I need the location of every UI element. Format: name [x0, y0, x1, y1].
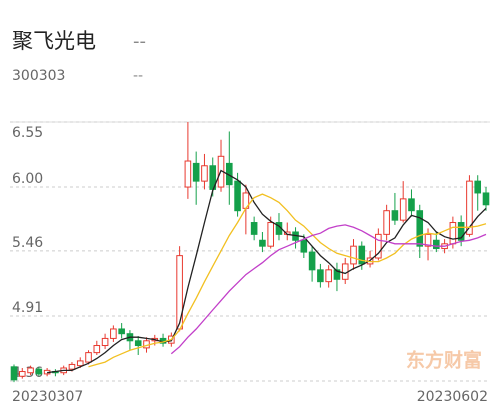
- watermark: 东方财富: [406, 349, 482, 372]
- y-tick-label: 6.55: [12, 125, 43, 141]
- stock-code: 300303: [12, 68, 65, 84]
- candle-body: [325, 269, 332, 283]
- candle-body: [101, 337, 109, 347]
- y-tick-label: 5.46: [12, 235, 43, 251]
- moving-average-line: [47, 169, 487, 374]
- stock-price: --: [133, 31, 146, 52]
- candle-body: [308, 251, 316, 271]
- candle-body: [433, 239, 440, 250]
- candle-body: [449, 222, 457, 245]
- candle-body: [482, 192, 490, 206]
- chart: 6.556.005.464.914.362023030720230602: [10, 121, 490, 405]
- candle-body: [250, 222, 258, 235]
- candle-body: [408, 198, 415, 212]
- candle-body: [201, 165, 208, 182]
- candle-body: [416, 210, 424, 247]
- candle-body: [317, 269, 324, 283]
- candle-body: [457, 222, 465, 241]
- candle-body: [134, 340, 142, 347]
- candle-body: [10, 366, 18, 381]
- candle-body: [391, 210, 399, 221]
- candle-body: [76, 360, 84, 367]
- x-tick-label: 20230602: [417, 389, 488, 405]
- candle-body: [358, 245, 366, 265]
- candle-body: [466, 180, 473, 235]
- candle-body: [333, 269, 341, 280]
- candle-body: [350, 245, 357, 265]
- candle-body: [18, 371, 26, 377]
- candle-body: [110, 328, 117, 339]
- candle-body: [68, 363, 76, 370]
- candle-body: [424, 233, 432, 247]
- candle-body: [93, 345, 101, 354]
- candle-body: [234, 180, 241, 212]
- candle-body: [184, 160, 192, 188]
- candle-body: [300, 239, 308, 253]
- candle-body: [176, 255, 183, 330]
- candle-body: [85, 352, 92, 363]
- candle-body: [35, 368, 43, 375]
- y-tick-label: 4.91: [12, 300, 43, 316]
- candle-body: [375, 233, 382, 259]
- candle-body: [192, 162, 200, 182]
- candle-body: [474, 180, 482, 194]
- stock-name: 聚飞光电: [12, 29, 96, 53]
- y-tick-label: 6.00: [12, 171, 43, 187]
- candle-body: [399, 198, 407, 221]
- moving-average-line: [88, 193, 487, 368]
- x-tick-label: 20230307: [12, 389, 83, 405]
- candle-body: [27, 367, 34, 374]
- candle-body: [383, 210, 390, 235]
- stock-change: --: [133, 68, 143, 84]
- candle-body: [259, 239, 266, 247]
- candle-body: [267, 222, 275, 247]
- moving-average-line: [170, 224, 487, 355]
- candle-body: [118, 328, 125, 335]
